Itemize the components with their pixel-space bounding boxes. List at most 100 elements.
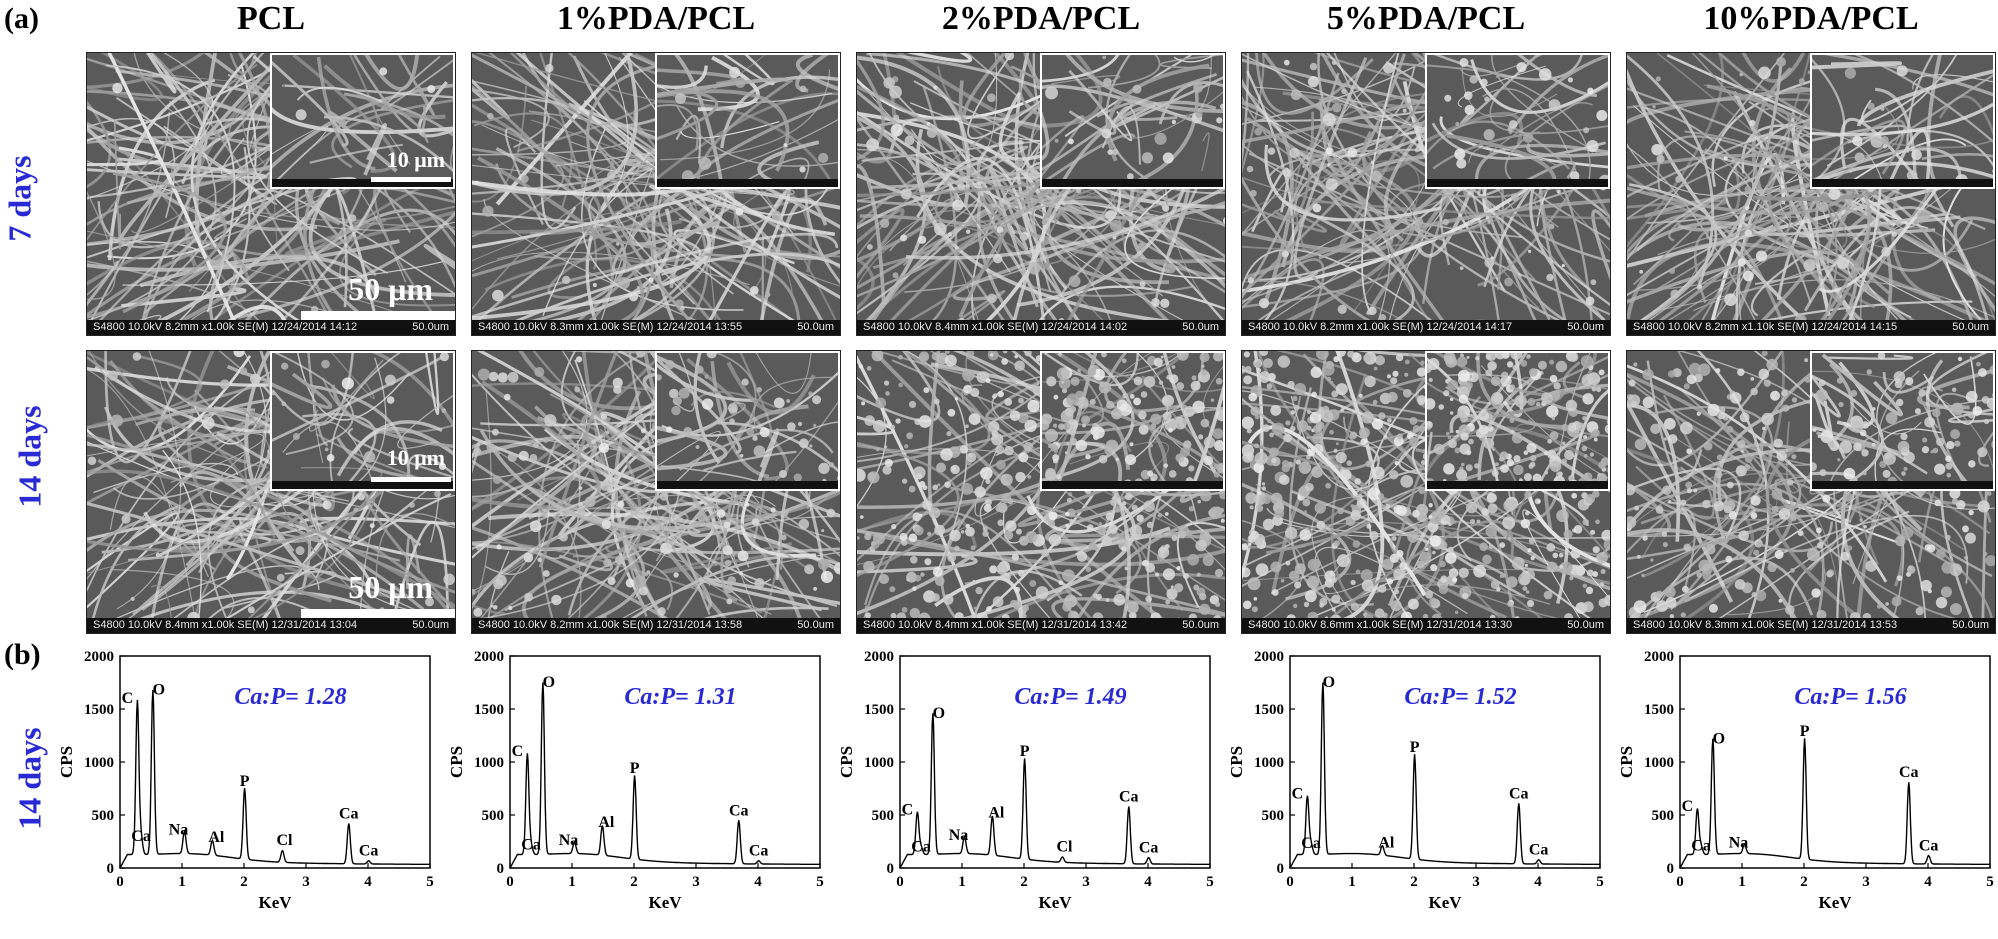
eds-spectrum: 0 500 1000 1500 2000 0 1 2 3 4 5 KeV CPS C Ca O Na Al P Cl C… <box>36 640 436 934</box>
sem-info-text: S4800 10.0kV 8.4mm x1.00k SE(M) 12/24/20… <box>863 321 1128 333</box>
sem-info-text: S4800 10.0kV 8.6mm x1.00k SE(M) 12/31/20… <box>1248 619 1513 631</box>
sem-inset-image <box>1040 53 1225 189</box>
main-scale-bar <box>301 609 455 618</box>
x-tick-label: 1 <box>958 874 966 890</box>
sem-info-bar: S4800 10.0kV 8.3mm x1.00k SE(M) 12/31/20… <box>1627 618 1995 633</box>
x-tick-label: 2 <box>240 874 248 890</box>
x-tick-label: 1 <box>568 874 576 890</box>
eds-chart: 0 500 1000 1500 2000 0 1 2 3 4 5 KeV CPS C Ca O Na Al P Ca C… <box>447 649 824 912</box>
eds-spectrum: 0 500 1000 1500 2000 0 1 2 3 4 5 KeV CPS C Ca O Na Al P Cl C… <box>816 640 1216 934</box>
eds-chart: 0 500 1000 1500 2000 0 1 2 3 4 5 KeV CPS C Ca O Na P Ca Ca C… <box>1617 649 1994 912</box>
peak-label: P <box>630 760 640 777</box>
sem-inset-info-bar <box>1427 481 1608 489</box>
peak-label: P <box>1800 723 1810 740</box>
sem-image: S4800 10.0kV 8.2mm x1.00k SE(M) 12/24/20… <box>1241 52 1611 336</box>
ca-p-ratio: Ca:P= 1.31 <box>624 684 736 710</box>
peak-label: Ca <box>911 838 931 855</box>
sem-image: S4800 10.0kV 8.2mm x1.00k SE(M) 12/24/20… <box>86 52 456 336</box>
sem-inset-image <box>1810 351 1995 491</box>
x-tick-label: 3 <box>692 874 700 890</box>
sem-image: S4800 10.0kV 8.6mm x1.00k SE(M) 12/31/20… <box>1241 350 1611 634</box>
x-tick-label: 0 <box>1676 874 1684 890</box>
sem-scale-text: 50.0um <box>1182 619 1219 631</box>
sem-inset-info-bar <box>1812 179 1993 187</box>
sem-inset-info-bar <box>272 179 453 187</box>
peak-label: Ca <box>359 843 379 860</box>
sem-inset-image <box>270 351 455 491</box>
peak-label: Ca <box>131 828 151 845</box>
x-tick-label: 4 <box>754 874 762 890</box>
y-tick-label: 0 <box>107 861 115 877</box>
sem-scale-text: 50.0um <box>1182 321 1219 333</box>
sem-info-bar: S4800 10.0kV 8.6mm x1.00k SE(M) 12/31/20… <box>1242 618 1610 633</box>
peak-label: Cl <box>1056 839 1073 856</box>
x-tick-label: 3 <box>1472 874 1480 890</box>
eds-chart: 0 500 1000 1500 2000 0 1 2 3 4 5 KeV CPS C Ca O Al P Ca Ca C… <box>1227 649 1604 912</box>
y-tick-label: 1500 <box>864 702 894 718</box>
y-axis-label: CPS <box>837 746 856 778</box>
sem-inset-info-bar <box>1042 481 1223 489</box>
peak-label: Ca <box>339 806 359 823</box>
sem-image: S4800 10.0kV 8.2mm x1.10k SE(M) 12/24/20… <box>1626 52 1996 336</box>
y-tick-label: 1000 <box>1644 755 1674 771</box>
sem-inset-info-bar <box>1042 179 1223 187</box>
x-axis-label: KeV <box>648 893 682 912</box>
sem-inset-info-bar <box>657 481 838 489</box>
sem-scale-text: 50.0um <box>412 619 449 631</box>
sem-scale-text: 50.0um <box>1567 321 1604 333</box>
peak-label: Na <box>1729 834 1749 851</box>
x-tick-label: 2 <box>1410 874 1418 890</box>
sem-scale-text: 50.0um <box>412 321 449 333</box>
sem-inset-info-bar <box>1812 481 1993 489</box>
inset-scale-label: 10 μm <box>386 147 445 172</box>
peak-label: Ca <box>1919 837 1939 854</box>
y-tick-label: 500 <box>872 808 895 824</box>
y-tick-label: 2000 <box>1644 649 1674 665</box>
peak-label: O <box>543 674 555 691</box>
x-tick-label: 5 <box>1986 874 1994 890</box>
sem-inset-image <box>655 53 840 189</box>
panel-a-letter: (a) <box>4 2 39 35</box>
peak-label: O <box>1713 730 1725 747</box>
x-tick-label: 5 <box>426 874 434 890</box>
spectrum-line <box>1679 738 1990 869</box>
x-tick-label: 4 <box>1144 874 1152 890</box>
y-tick-label: 500 <box>482 808 505 824</box>
sem-inset-info-bar <box>272 481 453 489</box>
column-heading: 5%PDA/PCL <box>1326 0 1526 37</box>
sem-inset-image <box>270 53 455 189</box>
ca-p-ratio: Ca:P= 1.28 <box>234 684 346 710</box>
x-tick-label: 3 <box>1862 874 1870 890</box>
x-tick-label: 2 <box>1800 874 1808 890</box>
sem-inset-image <box>1040 351 1225 491</box>
x-tick-label: 4 <box>364 874 372 890</box>
peak-label: Ca <box>1119 789 1139 806</box>
y-axis-label: CPS <box>447 746 466 778</box>
peak-label: C <box>122 690 134 707</box>
inset-scale-bar <box>371 477 451 482</box>
sem-info-text: S4800 10.0kV 8.2mm x1.10k SE(M) 12/24/20… <box>1633 321 1898 333</box>
y-tick-label: 500 <box>1652 808 1675 824</box>
sem-scale-text: 50.0um <box>1567 619 1604 631</box>
ca-p-ratio: Ca:P= 1.56 <box>1794 684 1906 710</box>
y-tick-label: 500 <box>1262 808 1285 824</box>
peak-label: Al <box>988 805 1005 822</box>
panel-b-letter: (b) <box>4 638 41 671</box>
x-tick-label: 5 <box>1206 874 1214 890</box>
y-tick-label: 0 <box>497 861 505 877</box>
y-tick-label: 2000 <box>1254 649 1284 665</box>
y-tick-label: 0 <box>1667 861 1675 877</box>
peak-label: Ca <box>749 843 769 860</box>
eds-spectrum: 0 500 1000 1500 2000 0 1 2 3 4 5 KeV CPS C Ca O Al P Ca Ca C… <box>1206 640 1606 934</box>
y-axis-label: CPS <box>1617 746 1636 778</box>
peak-label: P <box>240 773 250 790</box>
peak-label: P <box>1410 739 1420 756</box>
x-tick-label: 1 <box>1348 874 1356 890</box>
sem-info-bar: S4800 10.0kV 8.2mm x1.00k SE(M) 12/24/20… <box>1242 320 1610 335</box>
sem-info-text: S4800 10.0kV 8.3mm x1.00k SE(M) 12/24/20… <box>478 321 743 333</box>
sem-inset-image <box>1425 53 1610 189</box>
ca-p-ratio: Ca:P= 1.49 <box>1014 684 1126 710</box>
x-tick-label: 4 <box>1924 874 1932 890</box>
sem-info-bar: S4800 10.0kV 8.2mm x1.10k SE(M) 12/24/20… <box>1627 320 1995 335</box>
peak-label: O <box>1323 674 1335 691</box>
